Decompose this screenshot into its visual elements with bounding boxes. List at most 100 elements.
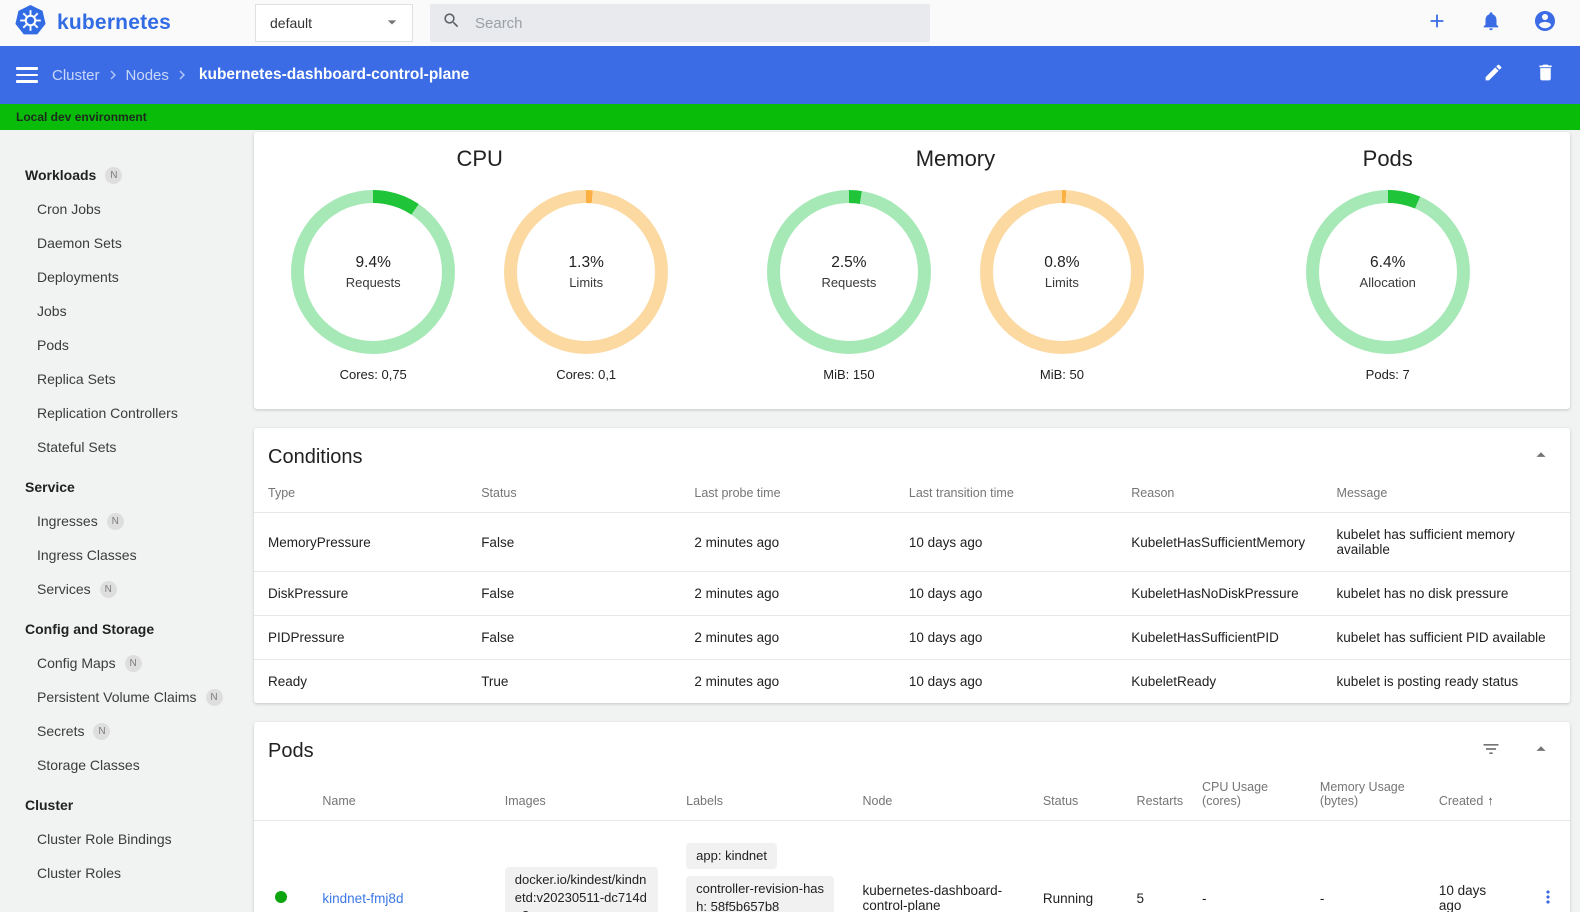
sidebar-item-replication-controllers[interactable]: Replication Controllers [37,405,178,421]
gauge-footer: MiB: 50 [1039,367,1084,382]
sidebar-item-stateful-sets[interactable]: Stateful Sets [37,439,117,455]
condition-reason: KubeletHasSufficientMemory [1117,512,1323,572]
condition-probe-time: 2 minutes ago [680,615,895,660]
gauge-label: Allocation [1359,275,1416,290]
arrow-up-icon [1530,738,1552,765]
sidebar-group-config-and-storage[interactable]: Config and Storage [0,612,250,646]
sidebar-item-services[interactable]: Services N [0,572,250,606]
sidebar-item-cron-jobs[interactable]: Cron Jobs [37,201,101,217]
condition-probe-time: 2 minutes ago [680,571,895,616]
pods-table: Name Images Labels Node Status Restarts … [254,772,1570,912]
sidebar-item-replica-sets[interactable]: Replica Sets [37,371,116,387]
sidebar-item-storage-classes[interactable]: Storage Classes [37,757,140,773]
cpu-allocation-group: CPU 9.4% Requests Cores: 0,75 [254,146,705,409]
condition-message: kubelet has sufficient memory available [1322,512,1570,572]
column-header-type: Type [254,478,468,513]
sidebar-item-ingress-classes[interactable]: Ingress Classes [37,547,137,563]
sidebar-item-cluster-roles[interactable]: Cluster Roles [37,865,122,881]
sidebar-group-label: Config and Storage [25,621,155,637]
create-button[interactable] [1424,10,1450,36]
gauge-label: Limits [569,275,604,290]
sidebar-item-secrets[interactable]: Secrets N [0,714,250,748]
sidebar-item-jobs[interactable]: Jobs [37,303,67,319]
column-header-name: Name [308,772,491,821]
page-title: kubernetes-dashboard-control-plane [198,66,470,83]
account-button[interactable] [1532,10,1558,36]
condition-probe-time: 2 minutes ago [694,674,780,689]
new-badge: N [93,722,111,740]
notifications-button[interactable] [1478,10,1504,36]
column-header-last-probe-time: Last probe time [680,478,895,513]
search-icon [442,11,461,35]
gauge-footer: MiB: 150 [823,367,875,382]
pod-cpu-usage: - [1202,890,1207,906]
menu-button[interactable] [16,67,38,83]
sidebar-item-persistent-volume-claims[interactable]: Persistent Volume Claims N [0,680,250,714]
table-row: Ready True 2 minutes ago 10 days ago Kub… [254,660,1570,704]
condition-transition-time: 10 days ago [894,512,1118,572]
environment-banner: Local dev environment [0,104,1580,130]
sidebar-item-cluster-role-bindings[interactable]: Cluster Role Bindings [37,831,172,847]
pod-label-chip: app: kindnet [686,843,777,869]
condition-status: False [467,571,681,616]
edit-button[interactable] [1480,62,1506,88]
condition-type: PIDPressure [254,615,468,660]
memory-limits-donut: 0.8% Limits [979,190,1144,354]
pod-row: kindnet-fmj8d docker.io/kindest/kindnetd… [254,821,1570,912]
gauge-value: 6.4% [1370,254,1406,271]
cpu-requests-gauge: 9.4% Requests Cores: 0,75 [291,190,456,382]
sidebar-item-daemon-sets[interactable]: Daemon Sets [37,235,122,251]
sidebar-item-ingresses[interactable]: Ingresses N [0,504,250,538]
pods-filter-button[interactable] [1478,738,1504,764]
breadcrumb-cluster[interactable]: Cluster [52,66,100,84]
sidebar-item-config-maps[interactable]: Config Maps N [0,646,250,680]
conditions-card-title: Conditions [268,445,363,468]
condition-reason: KubeletHasNoDiskPressure [1117,571,1323,616]
breadcrumb-nodes[interactable]: Nodes [125,66,169,84]
chevron-right-icon [173,66,191,84]
search-bar[interactable] [430,4,930,42]
breadcrumb: Cluster Nodes kubernetes-dashboard-contr… [52,66,469,84]
pod-status-dot [275,890,288,903]
condition-transition-time: 10 days ago [894,571,1118,616]
namespace-value: default [270,15,313,31]
sidebar-item-deployments[interactable]: Deployments [37,269,119,285]
brand[interactable]: kubernetes [0,4,250,42]
sidebar-item-pods[interactable]: Pods [37,337,69,353]
pod-name-link[interactable]: kindnet-fmj8d [322,890,404,906]
namespace-select[interactable]: default [255,4,413,42]
gauge-label: Requests [821,275,877,290]
pods-collapse-button[interactable] [1528,738,1554,764]
pods-allocation-gauge: 6.4% Allocation Pods: 7 [1305,190,1470,382]
pod-row-menu-button[interactable] [1535,885,1561,911]
sidebar-group-service[interactable]: Service [0,470,250,504]
trash-icon [1535,62,1556,88]
conditions-collapse-button[interactable] [1528,444,1554,470]
condition-message: kubelet is posting ready status [1336,674,1519,689]
new-badge: N [105,166,123,184]
condition-type: MemoryPressure [254,512,468,572]
new-badge: N [124,654,142,672]
sidebar-group-label: Cluster [25,797,74,813]
column-header-images: Images [490,772,673,821]
pod-image-chip: docker.io/kindest/kindnetd:v20230511-dc7… [504,867,659,912]
gauge-value: 1.3% [568,254,604,271]
sidebar-group-cluster[interactable]: Cluster [0,788,250,822]
memory-limits-gauge: 0.8% Limits MiB: 50 [979,190,1144,382]
search-input[interactable] [475,14,918,32]
column-header-created[interactable]: Created ↑ [1424,772,1526,821]
pods-card-title: Pods [268,739,314,762]
pods-allocation-donut: 6.4% Allocation [1305,190,1470,354]
column-header-message: Message [1322,478,1570,513]
column-header-reason: Reason [1117,478,1323,513]
column-header-last-transition-time: Last transition time [894,478,1118,513]
cpu-limits-donut: 1.3% Limits [504,190,669,354]
gauge-value: 9.4% [355,254,391,271]
cpu-title: CPU [456,146,503,171]
condition-type: Ready [268,674,308,689]
plus-icon [1426,10,1448,37]
pod-node: kubernetes-dashboard-control-plane [862,883,1003,912]
column-header-node: Node [848,772,1029,821]
delete-button[interactable] [1532,62,1558,88]
sidebar-group-workloads[interactable]: Workloads N [0,158,250,192]
